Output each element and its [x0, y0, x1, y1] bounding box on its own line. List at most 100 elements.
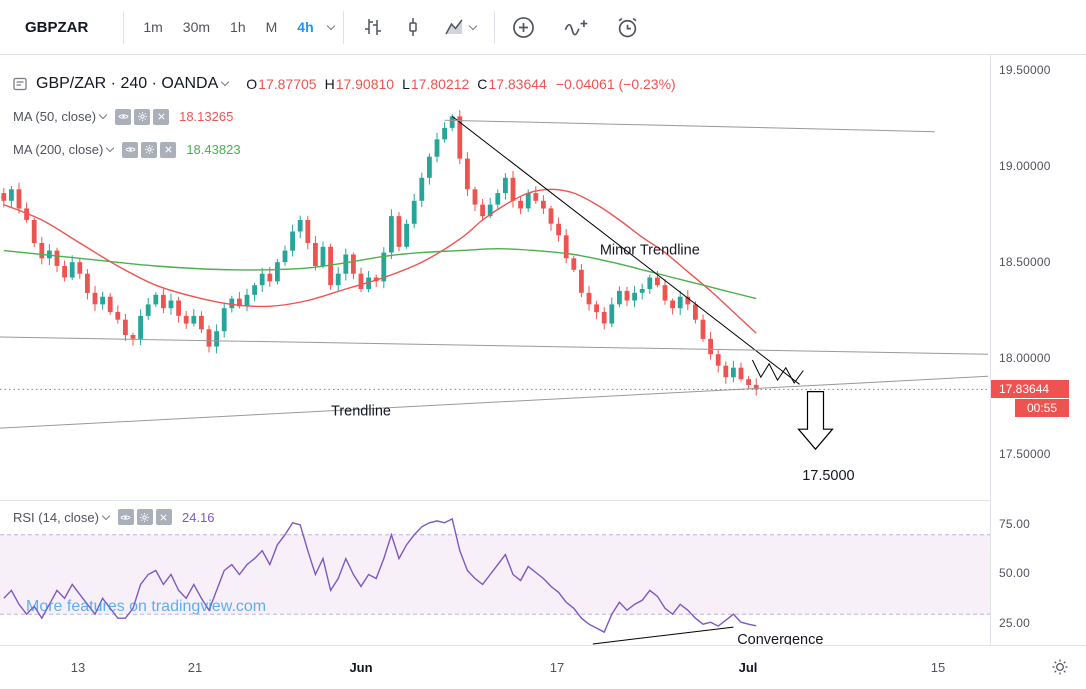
- convergence-label[interactable]: Convergence: [737, 632, 823, 645]
- symbol-search-button[interactable]: GBPZAR: [25, 18, 89, 36]
- interval-dropdown-icon[interactable]: [326, 21, 335, 30]
- ohlc-values: O 17.87705 H 17.90810 L 17.80212 C 17.83644 −0.0…: [238, 76, 675, 92]
- indicator-controls: [122, 141, 179, 158]
- legend-panel-icon[interactable]: [13, 77, 27, 91]
- time-axis[interactable]: 13 21 Jun 17 Jul 15: [0, 645, 1086, 689]
- rsi-axis-label: 25.00: [999, 616, 1031, 630]
- rsi-legend-row: RSI (14, close) 24.16: [13, 504, 215, 530]
- interval-button-4h[interactable]: 4h: [297, 19, 314, 35]
- price-axis-label: 18.50000: [999, 255, 1051, 269]
- chart-annotation-label[interactable]: Trendline: [331, 404, 391, 420]
- top-gray-line[interactable]: [444, 119, 935, 133]
- compare-button[interactable]: [504, 7, 544, 47]
- rsi-axis-label: 50.00: [999, 566, 1031, 580]
- sun-settings-icon: [1052, 659, 1068, 675]
- interval-button-1m[interactable]: 1m: [143, 19, 163, 35]
- toolbar-separator: [493, 10, 495, 44]
- top-toolbar: GBPZAR 1m 30m 1h M 4h: [0, 0, 1086, 55]
- candles-layer: [1, 110, 759, 396]
- resistance-line[interactable]: [0, 336, 989, 355]
- chart-content: Minor Trendline Trendline 17.5000 GBP/ZAR …: [0, 55, 1086, 645]
- price-axis[interactable]: 17.83644 00:55 19.50000 19.00000 18.50000 1…: [990, 55, 1086, 645]
- interval-button-30m[interactable]: 30m: [182, 19, 211, 35]
- chevron-down-icon: [98, 110, 108, 120]
- indicator-value: 18.13265: [179, 109, 234, 124]
- rsi-legend-controls: [117, 509, 175, 525]
- ohlc-key: O: [246, 75, 258, 92]
- visibility-eye-icon[interactable]: [115, 108, 132, 125]
- chart-panes: Minor Trendline Trendline 17.5000 GBP/ZAR …: [0, 55, 990, 645]
- remove-x-icon[interactable]: [160, 141, 177, 158]
- price-pane[interactable]: Minor Trendline Trendline 17.5000 GBP/ZAR …: [0, 55, 990, 500]
- bars-icon: [364, 19, 381, 35]
- chart-annotation-label[interactable]: Minor Trendline: [600, 242, 700, 258]
- chevron-down-icon: [221, 77, 230, 87]
- indicator-label[interactable]: MA (200, close): [13, 142, 104, 157]
- rsi-axis-label: 75.00: [999, 517, 1031, 531]
- price-chart-svg[interactable]: Minor Trendline Trendline 17.5000: [0, 55, 990, 500]
- zigzag-annotation[interactable]: [751, 359, 804, 384]
- candles-icon: [408, 18, 417, 36]
- time-axis-label: Jun: [349, 660, 373, 675]
- ohlc-value: 17.90810: [335, 75, 395, 92]
- ma-50-line[interactable]: [3, 188, 757, 334]
- time-axis-label: 21: [187, 660, 203, 675]
- support-trendline[interactable]: [0, 375, 989, 429]
- visibility-eye-icon[interactable]: [117, 509, 134, 525]
- rsi-line[interactable]: [3, 517, 757, 634]
- axis-settings-button[interactable]: [1050, 657, 1070, 680]
- indicator-legend-rows: MA (50, close) 18.13265 MA (200, close) 18.…: [13, 100, 676, 166]
- indicators-button[interactable]: [556, 7, 596, 47]
- price-axis-label: 17.50000: [999, 447, 1051, 461]
- interval-buttons: 1m 30m 1h M 4h: [133, 13, 323, 41]
- down-arrow-annotation[interactable]: [797, 391, 834, 451]
- chevron-down-icon: [468, 21, 477, 30]
- settings-gear-icon[interactable]: [134, 108, 151, 125]
- settings-gear-icon[interactable]: [141, 141, 158, 158]
- candle-style-button[interactable]: [393, 7, 433, 47]
- tradingview-watermark[interactable]: More features on tradingview.com: [26, 598, 267, 615]
- price-axis-label: 19.50000: [999, 63, 1051, 77]
- settings-gear-icon[interactable]: [136, 509, 153, 525]
- chart-annotation-label[interactable]: 17.5000: [802, 468, 854, 484]
- compare-plus-icon: [513, 16, 535, 38]
- rsi-chart-svg[interactable]: Convergence: [0, 501, 990, 645]
- rsi-legend: RSI (14, close) 24.16: [13, 504, 215, 530]
- ohlc-value: 17.87705: [258, 75, 317, 92]
- area-style-button[interactable]: [433, 7, 485, 47]
- current-price-badge: 17.83644: [991, 380, 1069, 398]
- indicator-label[interactable]: MA (50, close): [13, 109, 97, 124]
- ohlc-key: H: [324, 75, 335, 92]
- symbol-title[interactable]: GBP/ZAR · 240 · OANDA: [36, 74, 219, 92]
- ma-200-line[interactable]: [3, 247, 757, 300]
- interval-button-M[interactable]: M: [265, 19, 278, 35]
- indicator-controls: [115, 108, 172, 125]
- indicator-legend-row: MA (50, close) 18.13265: [13, 100, 676, 133]
- main-legend: GBP/ZAR · 240 · OANDA O 17.87705 H 17.90810…: [13, 67, 676, 166]
- indicator-legend-row: MA (200, close) 18.43823: [13, 133, 676, 166]
- ohlc-value: 17.83644: [488, 75, 547, 92]
- rsi-indicator-label[interactable]: RSI (14, close): [13, 509, 99, 525]
- convergence-trendline[interactable]: [592, 626, 734, 645]
- change-value: −0.04061 (−0.23%): [555, 75, 676, 92]
- bar-style-button[interactable]: [353, 7, 393, 47]
- area-icon: [444, 19, 463, 35]
- remove-x-icon[interactable]: [155, 509, 172, 525]
- interval-button-1h[interactable]: 1h: [230, 19, 246, 35]
- visibility-eye-icon[interactable]: [122, 141, 139, 158]
- rsi-band: [0, 534, 990, 615]
- price-axis-label: 19.00000: [999, 159, 1051, 173]
- time-axis-label: 15: [930, 660, 946, 675]
- minor-trendline[interactable]: [451, 116, 800, 385]
- remove-x-icon[interactable]: [153, 108, 170, 125]
- rsi-value: 24.16: [181, 509, 215, 525]
- indicator-curve-icon: [564, 19, 588, 36]
- indicator-value: 18.43823: [186, 142, 241, 157]
- alert-button[interactable]: [608, 7, 648, 47]
- time-axis-label: Jul: [738, 660, 758, 675]
- rsi-pane[interactable]: Convergence RSI (14, close) 24.16 More f…: [0, 500, 990, 645]
- countdown-badge: 00:55: [1015, 399, 1069, 417]
- toolbar-separator: [123, 10, 125, 44]
- symbol-legend-row: GBP/ZAR · 240 · OANDA O 17.87705 H 17.90810…: [13, 67, 676, 100]
